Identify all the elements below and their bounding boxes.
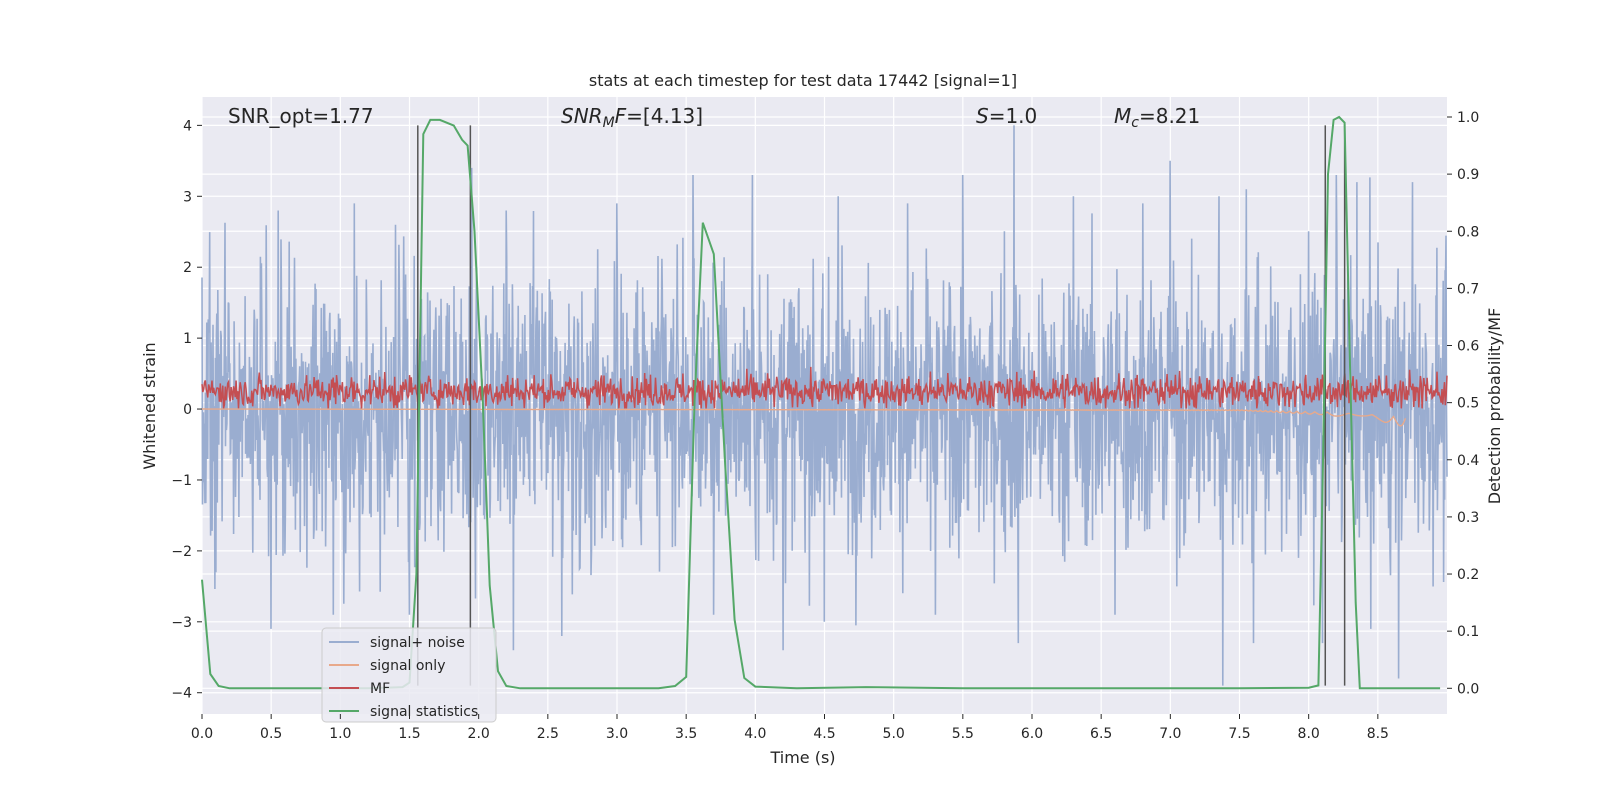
legend-label: signal+ noise [370, 635, 465, 651]
s-annotation: S=1.0 [976, 104, 1037, 128]
annotations: SNR_opt=1.77 SNRMF=[4.13] S=1.0 Mc=8.21 [228, 104, 1200, 131]
series-signal-only-line [202, 408, 1407, 427]
mc-annotation: Mc=8.21 [1114, 104, 1200, 131]
x-tick-label: 4.0 [744, 726, 766, 742]
axis-ticks: 0.0 0.5 1.0 1.5 2.0 2.5 3.0 3.5 4.0 4.5 5.0 5.5 6.0 6… [171, 110, 1479, 742]
mc-italic: M [1114, 104, 1131, 128]
plot-area [201, 97, 1448, 714]
x-tick-label: 5.5 [952, 726, 974, 742]
y-tick-label: −2 [171, 544, 192, 560]
y-tick-label: −4 [171, 686, 192, 702]
x-tick-label: 2.0 [468, 726, 490, 742]
x-tick-label: 1.5 [398, 726, 420, 742]
y-tick-label: 3 [183, 189, 192, 205]
x-tick-label: 6.0 [1021, 726, 1043, 742]
x-tick-label: 3.0 [606, 726, 628, 742]
y2-tick-label: 0.9 [1457, 167, 1479, 183]
chart-title: stats at each timestep for test data 174… [589, 71, 1017, 90]
snr-opt-annotation: SNR_opt=1.77 [228, 104, 374, 128]
x-tick-label: 4.5 [813, 726, 835, 742]
y2-tick-label: 0.7 [1457, 281, 1479, 297]
mc-sub: c [1131, 115, 1139, 131]
series-signal-noise-line [201, 125, 1448, 686]
x-tick-label: 0.5 [260, 726, 282, 742]
snr-mf-base: SNR [561, 104, 603, 128]
y-tick-label: 2 [183, 260, 192, 276]
legend-label: MF [370, 681, 390, 697]
x-tick-label: 7.0 [1159, 726, 1181, 742]
y-tick-label: 0 [183, 402, 192, 418]
x-tick-label: 3.5 [675, 726, 697, 742]
mc-rest: =8.21 [1139, 104, 1200, 128]
x-tick-label: 8.5 [1367, 726, 1389, 742]
legend-box [321, 627, 497, 723]
series-mf-line [201, 366, 1448, 409]
x-tick-label: 6.5 [1090, 726, 1112, 742]
y2-tick-label: 0.3 [1457, 510, 1479, 526]
x-tick-label: 2.5 [537, 726, 559, 742]
legend-label: signal only [370, 658, 445, 674]
x-tick-label: 0.0 [191, 726, 213, 742]
y2-tick-label: 0.4 [1457, 453, 1479, 469]
legend: signal+ noise signal only MF signal statist… [321, 627, 497, 723]
y2-tick-label: 0.0 [1457, 681, 1479, 697]
y2-tick-label: 0.6 [1457, 339, 1479, 355]
x-tick-label: 5.0 [883, 726, 905, 742]
y2-tick-label: 0.5 [1457, 396, 1479, 412]
x-tick-label: 8.0 [1298, 726, 1320, 742]
y-tick-label: −1 [171, 473, 192, 489]
y2-tick-label: 0.1 [1457, 624, 1479, 640]
s-italic: S [976, 104, 989, 128]
x-axis-label: Time (s) [769, 748, 835, 767]
y-axis-label: Whitened strain [140, 342, 159, 469]
s-rest: =1.0 [989, 104, 1038, 128]
y-tick-label: −3 [171, 615, 192, 631]
x-tick-label: 1.0 [329, 726, 351, 742]
x-tick-label: 7.5 [1228, 726, 1250, 742]
snr-mf-rest: =[4.13] [626, 104, 703, 128]
y2-tick-label: 0.2 [1457, 567, 1479, 583]
snr-mf-rest-italic: F [615, 104, 627, 128]
y-tick-label: 4 [183, 118, 192, 134]
y2-tick-label: 0.8 [1457, 224, 1479, 240]
snr-mf-sub: M [603, 115, 615, 131]
snr-mf-annotation: SNRMF=[4.13] [561, 104, 703, 131]
y2-tick-label: 1.0 [1457, 110, 1479, 126]
legend-label: signal statistics [370, 704, 478, 720]
y-tick-label: 1 [183, 331, 192, 347]
y2-axis-label: Detection probability/MF [1485, 308, 1504, 505]
